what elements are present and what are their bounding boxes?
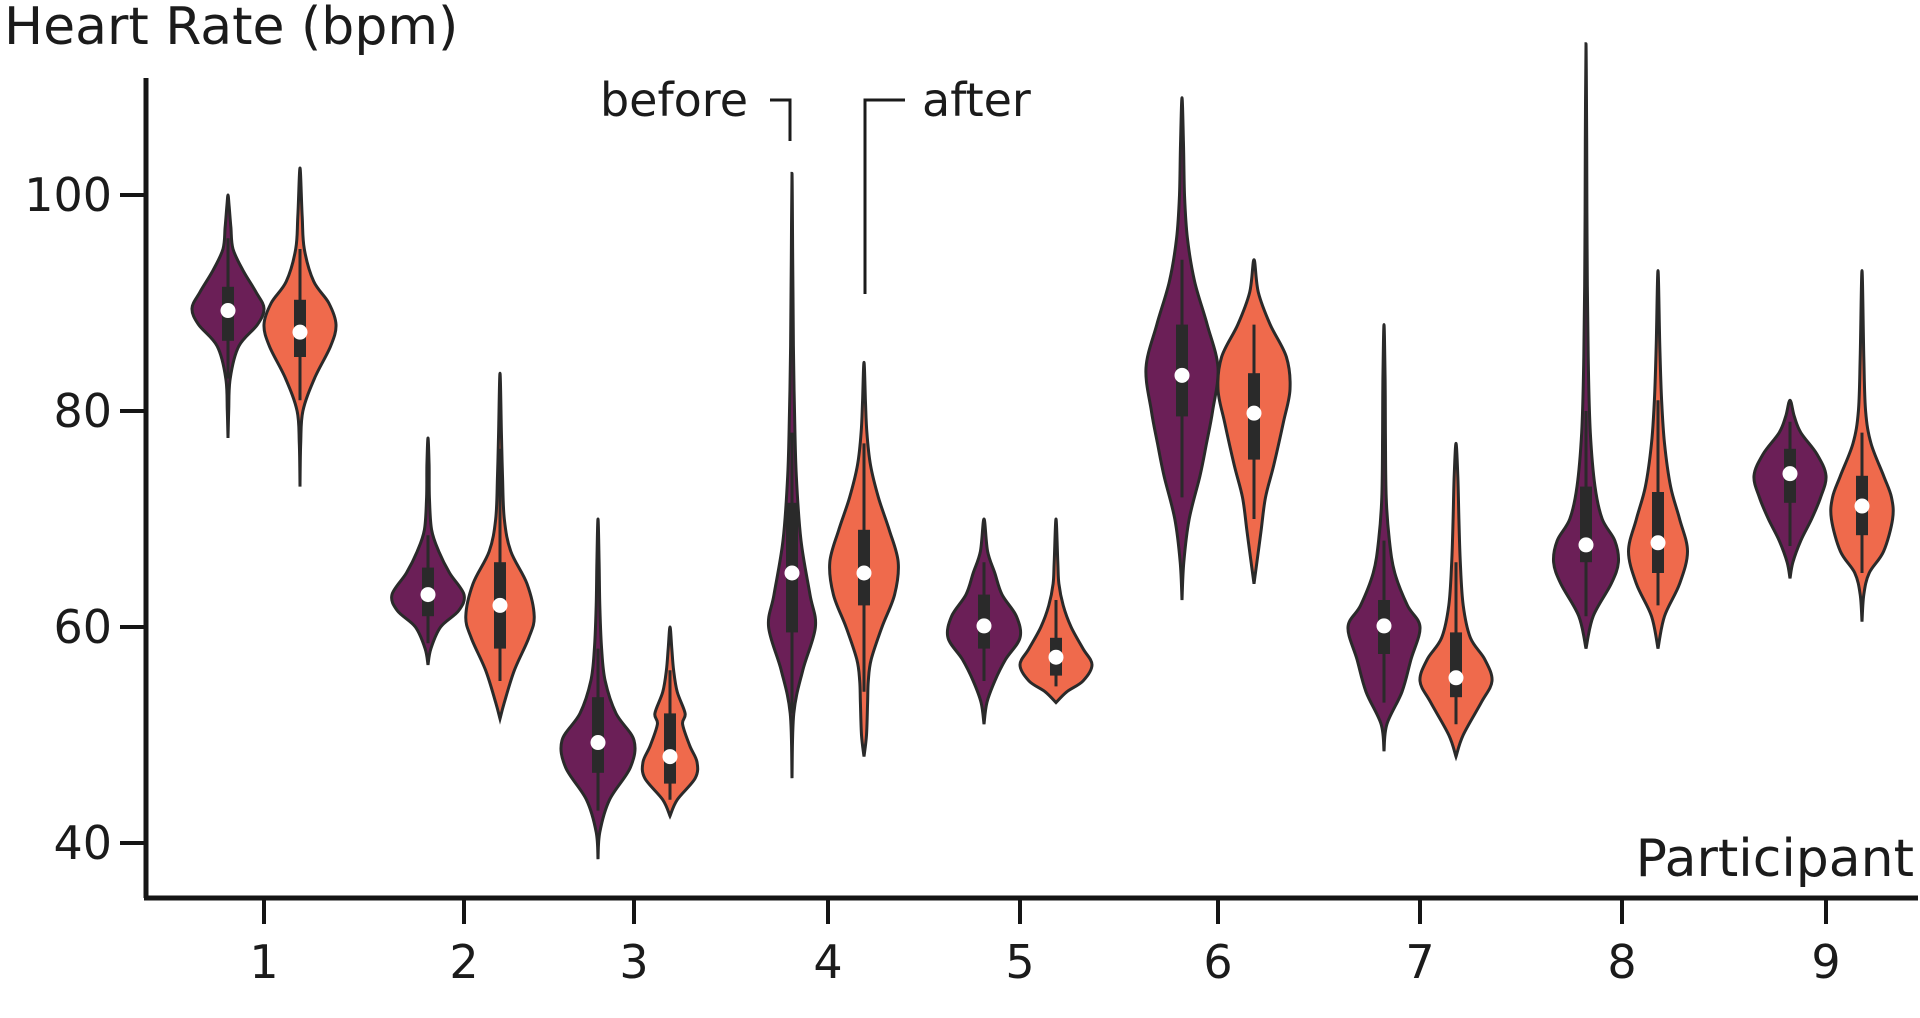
iqr-box-after-participant-7 xyxy=(1450,632,1462,698)
axes-layer: 40 60 80 100 1 2 3 4 5 6 7 8 9 xyxy=(24,78,1918,989)
median-dot-after-participant-3 xyxy=(662,749,678,765)
violin-before-participant-8 xyxy=(1551,42,1621,649)
annotations-layer: before after xyxy=(600,73,1031,294)
before-annotation-label: before xyxy=(600,73,748,127)
median-dot-before-participant-9 xyxy=(1782,466,1798,482)
median-dot-after-participant-6 xyxy=(1246,405,1262,421)
y-tick-label-80: 80 xyxy=(53,384,112,438)
median-dot-after-participant-4 xyxy=(856,565,872,581)
median-dot-before-participant-1 xyxy=(220,303,236,319)
median-dot-after-participant-5 xyxy=(1048,649,1064,665)
y-tick-label-100: 100 xyxy=(24,168,112,222)
median-dot-before-participant-8 xyxy=(1578,537,1594,553)
x-tick-label-4: 4 xyxy=(813,935,842,989)
violins-layer xyxy=(190,42,1895,860)
after-annotation-bracket xyxy=(863,98,905,294)
x-tick-label-7: 7 xyxy=(1405,935,1434,989)
iqr-box-after-participant-3 xyxy=(664,713,676,784)
median-dot-before-participant-3 xyxy=(590,735,606,751)
median-dot-before-participant-7 xyxy=(1376,618,1392,634)
x-axis-title: Participant xyxy=(1636,829,1914,889)
iqr-box-before-participant-3 xyxy=(592,697,604,773)
after-annotation-label: after xyxy=(922,73,1031,127)
x-tick-label-9: 9 xyxy=(1811,935,1840,989)
x-tick-label-6: 6 xyxy=(1203,935,1232,989)
median-dot-after-participant-7 xyxy=(1448,670,1464,686)
y-axis-title: Heart Rate (bpm) xyxy=(4,0,458,57)
median-dot-after-participant-8 xyxy=(1650,535,1666,551)
median-dot-before-participant-5 xyxy=(976,618,992,634)
before-annotation-bracket xyxy=(770,98,792,141)
median-dot-after-participant-2 xyxy=(492,597,508,613)
median-dot-after-participant-1 xyxy=(292,324,308,340)
median-dot-after-participant-9 xyxy=(1854,498,1870,514)
x-tick-label-1: 1 xyxy=(249,935,278,989)
x-tick-label-5: 5 xyxy=(1005,935,1034,989)
y-tick-label-60: 60 xyxy=(53,600,112,654)
x-tick-label-2: 2 xyxy=(449,935,478,989)
x-tick-label-8: 8 xyxy=(1607,935,1636,989)
y-tick-label-40: 40 xyxy=(53,816,112,870)
x-tick-label-3: 3 xyxy=(619,935,648,989)
violin-before-participant-7 xyxy=(1346,323,1422,752)
median-dot-before-participant-2 xyxy=(420,587,436,603)
median-dot-before-participant-6 xyxy=(1174,367,1190,383)
iqr-box-after-participant-8 xyxy=(1652,492,1664,573)
median-dot-before-participant-4 xyxy=(784,565,800,581)
